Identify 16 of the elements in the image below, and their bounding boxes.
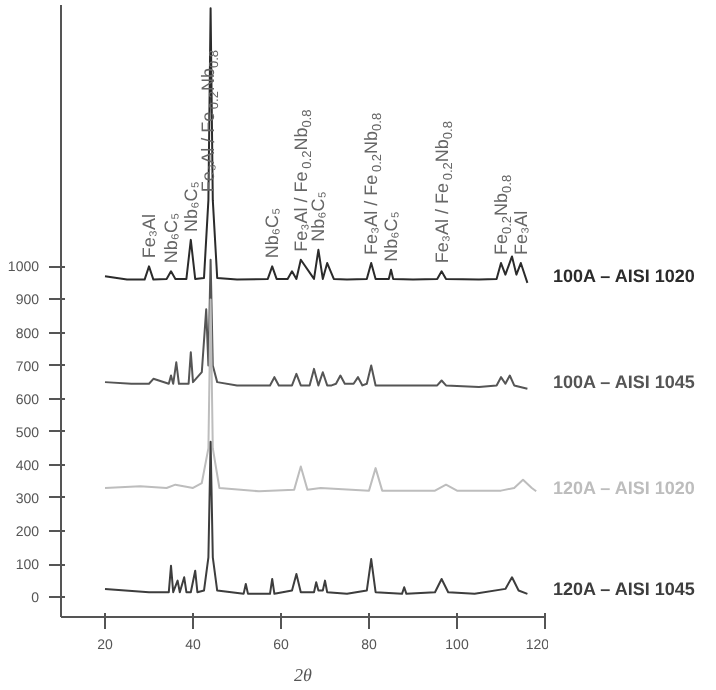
line-series	[104, 298, 538, 493]
x-axis-title: 2θ	[294, 665, 314, 685]
series-label: 120A – AISI 1020	[553, 477, 695, 498]
annotation: Nb₆C₅	[161, 212, 181, 264]
annotation: Fe₃Al	[510, 210, 531, 256]
line-series	[104, 440, 529, 595]
series-label: 100A – AISI 1045	[553, 372, 695, 393]
line-series	[104, 7, 529, 284]
annotation: Nb₆C₅	[180, 180, 201, 232]
annotation: Fe₃Al	[139, 214, 159, 259]
annotation: Nb₆C₅	[381, 210, 401, 262]
series-label: 120A – AISI 1045	[553, 578, 695, 599]
series-label: 100A – AISI 1020	[553, 266, 695, 287]
annotation: Nb₆C₅	[308, 190, 329, 242]
line-series	[104, 258, 529, 390]
annotation: Nb₆C₅	[262, 207, 283, 259]
